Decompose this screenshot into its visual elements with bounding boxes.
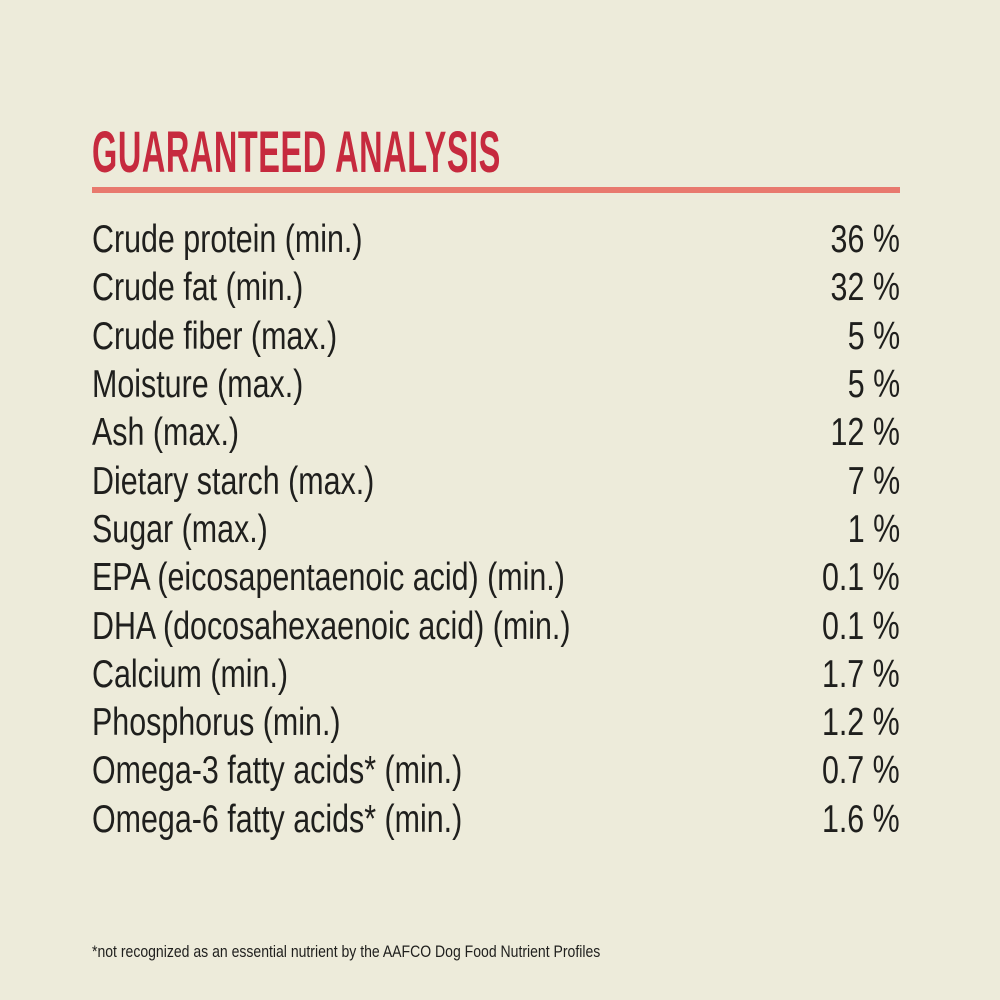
row-label: Phosphorus (min.) <box>92 701 341 745</box>
table-row: Calcium (min.) 1.7 % <box>92 651 900 699</box>
row-value: 32 % <box>830 266 900 310</box>
row-value: 5 % <box>847 363 900 407</box>
row-label: EPA (eicosapentaenoic acid) (min.) <box>92 556 565 600</box>
table-row: Moisture (max.) 5 % <box>92 361 900 409</box>
table-row: Crude protein (min.) 36 % <box>92 216 900 264</box>
analysis-table: Crude protein (min.) 36 % Crude fat (min… <box>92 216 900 844</box>
row-value: 12 % <box>830 411 900 455</box>
table-row: Omega-3 fatty acids* (min.) 0.7 % <box>92 747 900 795</box>
table-row: EPA (eicosapentaenoic acid) (min.) 0.1 % <box>92 554 900 602</box>
row-label: Omega-6 fatty acids* (min.) <box>92 797 463 841</box>
row-value: 0.1 % <box>822 556 900 600</box>
row-label: Crude fat (min.) <box>92 266 304 310</box>
divider-rule <box>92 187 900 193</box>
table-row: Omega-6 fatty acids* (min.) 1.6 % <box>92 796 900 844</box>
page-title: GUARANTEED ANALYSIS <box>92 120 501 185</box>
table-row: Dietary starch (max.) 7 % <box>92 457 900 505</box>
table-row: Ash (max.) 12 % <box>92 409 900 457</box>
table-row: Crude fat (min.) 32 % <box>92 264 900 312</box>
table-row: Phosphorus (min.) 1.2 % <box>92 699 900 747</box>
row-label: Calcium (min.) <box>92 652 289 696</box>
row-value: 1.2 % <box>822 701 900 745</box>
row-label: Crude fiber (max.) <box>92 314 338 358</box>
guaranteed-analysis-panel: GUARANTEED ANALYSIS Crude protein (min.)… <box>92 0 900 1000</box>
table-row: Crude fiber (max.) 5 % <box>92 313 900 361</box>
row-value: 1.7 % <box>822 652 900 696</box>
row-label: DHA (docosahexaenoic acid) (min.) <box>92 604 571 648</box>
table-row: Sugar (max.) 1 % <box>92 506 900 554</box>
row-value: 0.1 % <box>822 604 900 648</box>
footnote: *not recognized as an essential nutrient… <box>92 943 601 961</box>
row-label: Moisture (max.) <box>92 363 304 407</box>
row-label: Crude protein (min.) <box>92 218 363 262</box>
row-value: 5 % <box>847 314 900 358</box>
table-row: DHA (docosahexaenoic acid) (min.) 0.1 % <box>92 602 900 650</box>
row-value: 1.6 % <box>822 797 900 841</box>
row-value: 0.7 % <box>822 749 900 793</box>
row-label: Ash (max.) <box>92 411 240 455</box>
row-value: 36 % <box>830 218 900 262</box>
row-value: 7 % <box>847 459 900 503</box>
row-label: Dietary starch (max.) <box>92 459 375 503</box>
row-label: Omega-3 fatty acids* (min.) <box>92 749 463 793</box>
row-label: Sugar (max.) <box>92 507 268 551</box>
row-value: 1 % <box>847 507 900 551</box>
